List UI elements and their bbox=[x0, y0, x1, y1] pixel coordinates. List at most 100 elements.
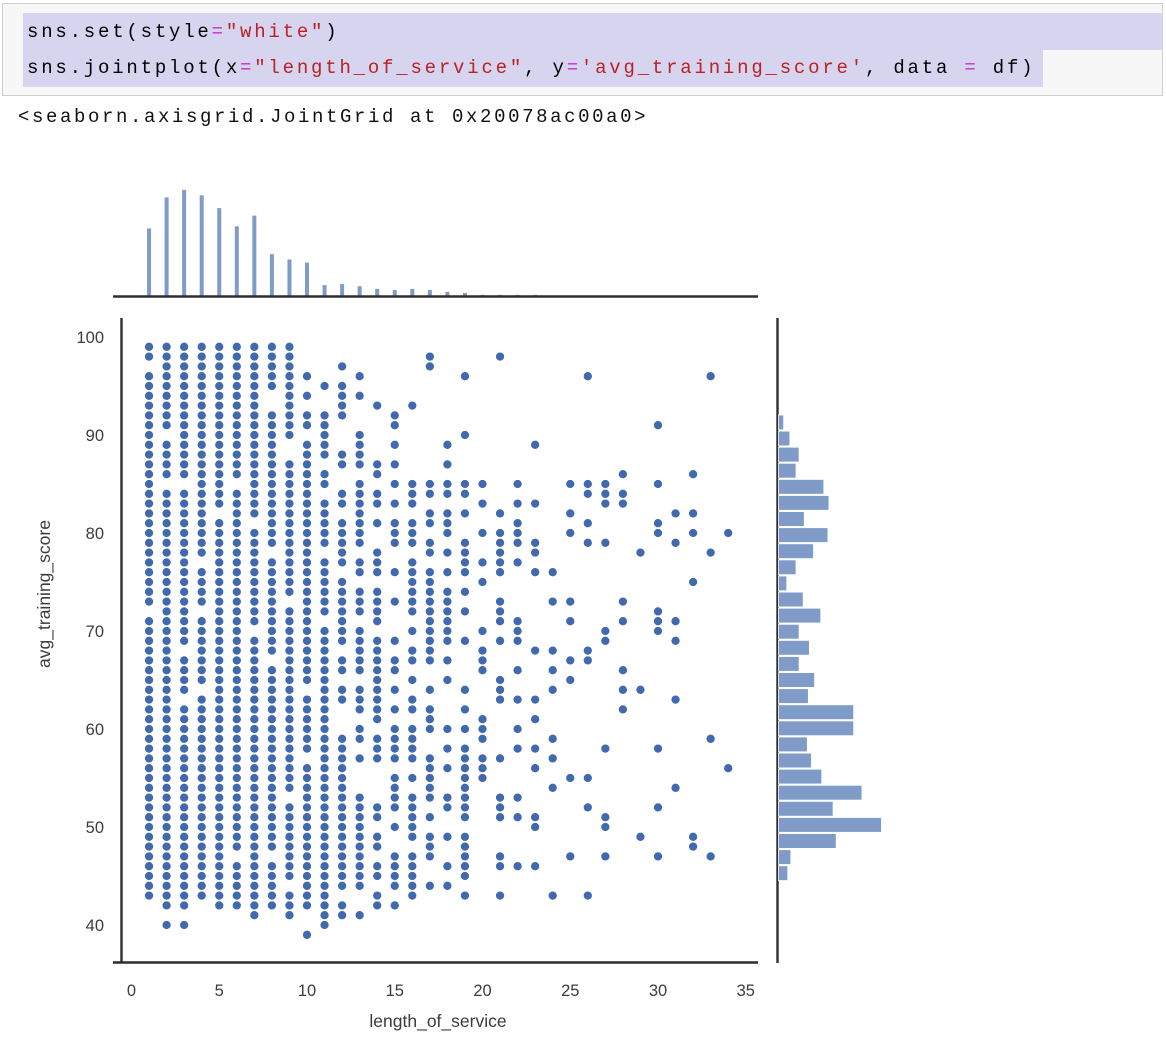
scatter-point bbox=[196, 399, 208, 412]
y-tick-label: 70 bbox=[86, 623, 104, 641]
scatter-point bbox=[231, 468, 243, 480]
scatter-point bbox=[160, 625, 173, 637]
scatter-point bbox=[231, 350, 243, 363]
scatter-point bbox=[301, 478, 313, 490]
scatter-point bbox=[406, 752, 418, 765]
scatter-point bbox=[406, 850, 418, 863]
scatter-point bbox=[266, 870, 278, 882]
scatter-point bbox=[441, 478, 454, 490]
scatter-point bbox=[424, 507, 436, 520]
scatter-point bbox=[336, 840, 348, 853]
scatter-point bbox=[143, 478, 155, 490]
scatter-point bbox=[231, 742, 243, 755]
scatter-point bbox=[564, 478, 576, 490]
scatter-point bbox=[196, 527, 208, 539]
scatter-point bbox=[318, 644, 331, 657]
scatter-point bbox=[424, 782, 436, 794]
scatter-point bbox=[318, 899, 331, 912]
scatter-point bbox=[582, 537, 594, 549]
scatter-point bbox=[301, 556, 313, 569]
scatter-point bbox=[160, 831, 173, 843]
scatter-point bbox=[547, 566, 559, 578]
y-tick-label: 100 bbox=[76, 329, 104, 347]
scatter-point bbox=[196, 409, 208, 422]
scatter-point bbox=[231, 566, 243, 578]
scatter-point bbox=[160, 840, 173, 853]
scatter-point bbox=[196, 752, 208, 765]
scatter-point bbox=[301, 390, 313, 402]
scatter-point bbox=[389, 566, 401, 578]
scatter-point bbox=[160, 693, 173, 706]
y-hist-bar bbox=[778, 768, 823, 785]
scatter-point bbox=[547, 644, 559, 657]
y-tick-labels: 100 90 80 70 60 50 40 bbox=[76, 329, 104, 935]
x-hist-bar bbox=[198, 194, 205, 297]
scatter-point bbox=[301, 870, 313, 882]
scatter-point bbox=[196, 468, 208, 480]
y-hist-bar bbox=[778, 752, 812, 769]
scatter-point bbox=[336, 831, 348, 843]
scatter-point bbox=[266, 752, 278, 765]
scatter-point bbox=[266, 527, 278, 539]
scatter-point bbox=[564, 527, 576, 539]
scatter-point bbox=[494, 801, 506, 814]
scatter-point bbox=[248, 468, 261, 480]
scatter-point bbox=[652, 625, 664, 637]
scatter-point bbox=[196, 576, 208, 588]
scatter-point bbox=[283, 850, 296, 863]
scatter-point bbox=[336, 791, 348, 804]
scatter-point bbox=[336, 880, 348, 892]
scatter-point bbox=[283, 821, 296, 833]
scatter-point bbox=[248, 390, 261, 402]
scatter-point bbox=[283, 341, 296, 353]
scatter-point bbox=[283, 713, 296, 725]
scatter-point bbox=[196, 664, 208, 676]
scatter-point bbox=[213, 458, 225, 471]
scatter-point bbox=[178, 870, 190, 882]
scatter-point bbox=[196, 772, 208, 784]
scatter-point bbox=[371, 595, 383, 608]
scatter-point bbox=[160, 723, 173, 735]
scatter-point bbox=[283, 576, 296, 588]
scatter-point bbox=[318, 497, 331, 510]
scatter-point bbox=[389, 654, 401, 667]
scatter-point bbox=[354, 664, 366, 676]
scatter-point bbox=[424, 625, 436, 637]
scatter-point bbox=[143, 380, 155, 392]
scatter-point bbox=[354, 654, 366, 667]
scatter-point bbox=[231, 693, 243, 706]
scatter-point bbox=[354, 586, 366, 598]
scatter-point bbox=[283, 635, 296, 647]
scatter-point bbox=[406, 791, 418, 804]
scatter-point bbox=[143, 625, 155, 637]
scatter-point bbox=[266, 693, 278, 706]
scatter-point bbox=[266, 595, 278, 608]
scatter-point bbox=[441, 517, 454, 529]
scatter-point bbox=[231, 811, 243, 823]
scatter-point bbox=[441, 762, 454, 774]
code-cell[interactable]: sns.set(style="white") sns.jointplot(x="… bbox=[2, 3, 1163, 96]
scatter-point bbox=[336, 733, 348, 745]
scatter-point bbox=[213, 360, 225, 373]
scatter-point bbox=[318, 693, 331, 706]
scatter-point bbox=[599, 811, 611, 823]
scatter-point bbox=[669, 537, 682, 549]
scatter-point bbox=[196, 674, 208, 686]
scatter-point bbox=[213, 380, 225, 392]
scatter-point bbox=[652, 801, 664, 814]
scatter-point bbox=[547, 664, 559, 676]
scatter-point bbox=[406, 576, 418, 588]
scatter-point bbox=[336, 654, 348, 667]
scatter-point bbox=[459, 791, 471, 804]
scatter-point bbox=[318, 772, 331, 784]
scatter-point bbox=[266, 644, 278, 657]
scatter-point bbox=[143, 782, 155, 794]
scatter-point bbox=[178, 703, 190, 716]
scatter-point bbox=[160, 576, 173, 588]
scatter-point bbox=[283, 723, 296, 735]
scatter-point bbox=[511, 860, 524, 872]
code-editor[interactable]: sns.set(style="white") sns.jointplot(x="… bbox=[27, 14, 1035, 86]
scatter-point bbox=[178, 850, 190, 863]
scatter-point bbox=[354, 507, 366, 520]
scatter-point bbox=[231, 380, 243, 392]
